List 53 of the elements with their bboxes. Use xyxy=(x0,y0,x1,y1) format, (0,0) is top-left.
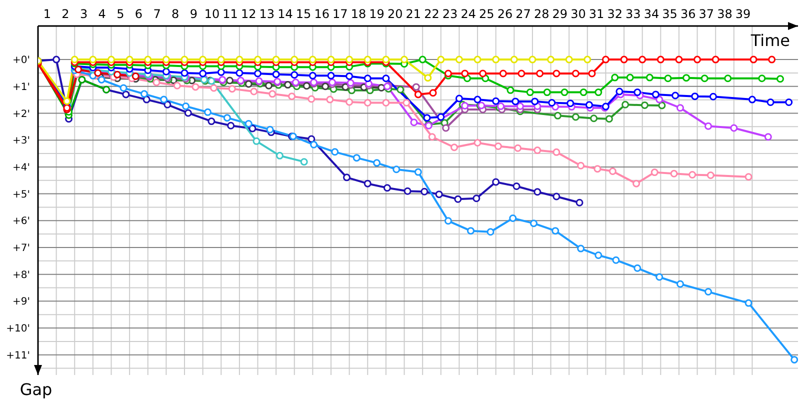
x-tick-label: 25 xyxy=(479,7,494,21)
x-tick-label: 16 xyxy=(314,7,330,21)
x-tick-label: 39 xyxy=(735,7,751,21)
y-tick-label: +0' xyxy=(12,55,30,66)
x-tick-label: 36 xyxy=(680,7,696,21)
y-tick-label: +11' xyxy=(6,350,30,362)
x-tick-label: 4 xyxy=(98,7,106,21)
x-tick-label: 8 xyxy=(172,7,180,21)
y-tick-label: +9' xyxy=(12,296,30,308)
x-tick-label: 33 xyxy=(626,7,641,21)
x-tick-label: 3 xyxy=(80,7,88,21)
x-tick-label: 23 xyxy=(442,7,458,21)
y-tick-label: +3' xyxy=(12,136,30,147)
x-tick-label: 32 xyxy=(607,7,623,21)
x-tick-label: 5 xyxy=(116,7,124,21)
x-tick-label: 2 xyxy=(62,7,70,21)
x-tick-label: 22 xyxy=(424,7,440,21)
x-tick-label: 12 xyxy=(240,7,256,21)
x-tick-label: 29 xyxy=(552,7,568,21)
x-tick-label: 19 xyxy=(369,7,384,21)
x-tick-label: 20 xyxy=(387,7,403,21)
x-tick-label: 21 xyxy=(406,7,422,21)
x-tick-label: 27 xyxy=(516,7,531,21)
x-tick-label: 10 xyxy=(204,7,220,21)
x-tick-label: 34 xyxy=(644,7,660,21)
x-tick-label: 11 xyxy=(222,7,238,21)
y-tick-label: +4' xyxy=(12,162,30,174)
x-tick-label: 6 xyxy=(134,7,143,21)
x-tick-label: 24 xyxy=(460,7,476,21)
y-tick-label: +6' xyxy=(12,216,30,228)
x-tick-label: 26 xyxy=(497,7,513,21)
x-tick-label: 1 xyxy=(43,7,51,21)
x-tick-label: 7 xyxy=(153,7,161,21)
x-tick-label: 17 xyxy=(332,7,348,21)
x-tick-label: 35 xyxy=(662,7,678,21)
y-tick-label: +7' xyxy=(12,243,30,254)
y-axis-title: Gap xyxy=(20,380,52,399)
x-tick-label: 31 xyxy=(588,7,604,21)
x-tick-label: 28 xyxy=(534,7,550,21)
x-tick-label: 37 xyxy=(698,7,714,21)
x-axis-title: Time xyxy=(750,31,790,50)
y-tick-label: +10' xyxy=(6,324,30,335)
x-tick-label: 14 xyxy=(278,7,293,21)
x-tick-label: 38 xyxy=(717,7,732,21)
y-tick-label: +5' xyxy=(12,189,30,200)
x-tick-label: 18 xyxy=(350,7,366,21)
y-tick-label: +1' xyxy=(12,82,30,93)
x-tick-label: 9 xyxy=(190,7,198,21)
x-tick-label: 30 xyxy=(570,7,586,21)
x-tick-label: 15 xyxy=(296,7,312,21)
y-tick-label: +8' xyxy=(12,270,30,281)
y-tick-label: +2' xyxy=(12,108,30,120)
x-tick-label: 13 xyxy=(259,7,275,21)
